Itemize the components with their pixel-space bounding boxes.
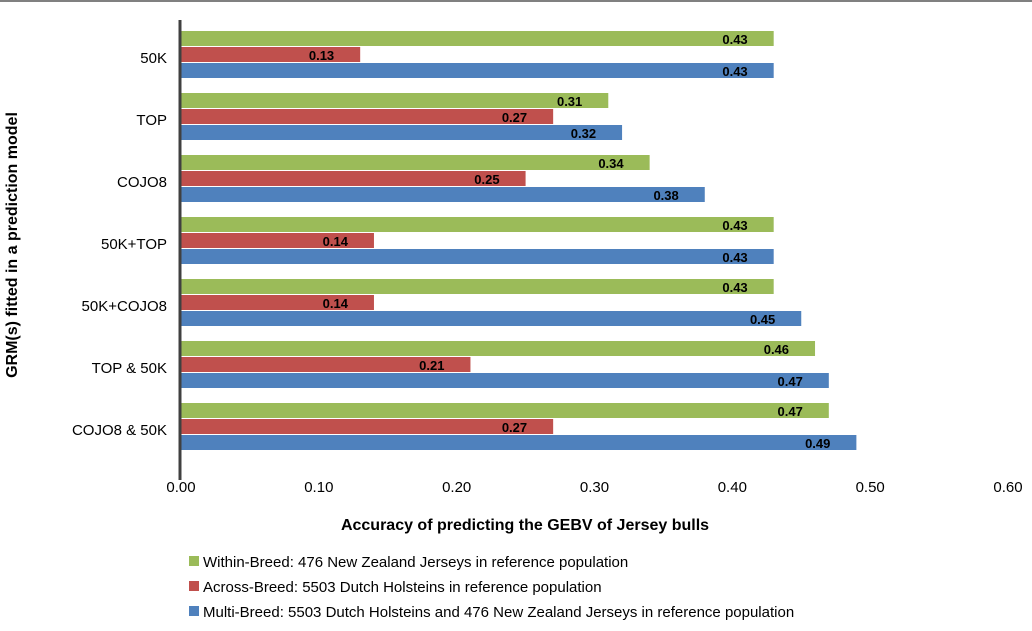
bar-within-breed <box>181 279 774 294</box>
bar-within-breed <box>181 155 650 170</box>
bar-multi-breed <box>181 187 705 202</box>
bar-within-breed <box>181 403 829 418</box>
data-label: 0.25 <box>474 172 499 187</box>
bar-across-breed <box>181 357 471 372</box>
data-label: 0.13 <box>309 48 334 63</box>
x-tick-label: 0.30 <box>580 479 609 496</box>
x-tick-label: 0.00 <box>166 479 195 496</box>
data-label: 0.38 <box>653 188 678 203</box>
data-label: 0.43 <box>722 250 747 265</box>
legend: Within-Breed: 476 New Zealand Jerseys in… <box>189 554 794 621</box>
data-label: 0.46 <box>764 342 789 357</box>
x-axis-title: Accuracy of predicting the GEBV of Jerse… <box>341 517 709 534</box>
bar-across-breed <box>181 295 374 310</box>
data-label: 0.21 <box>419 358 444 373</box>
data-label: 0.47 <box>778 404 803 419</box>
legend-swatch <box>189 556 199 566</box>
x-tick-label: 0.40 <box>718 479 747 496</box>
legend-swatch <box>189 581 199 591</box>
category-labels: 50K TOP COJO8 50K+TOP 50K+COJO8 TOP & 50K COJO… <box>72 50 167 439</box>
data-label: 0.45 <box>750 312 775 327</box>
data-label: 0.14 <box>323 296 349 311</box>
x-tick-label: 0.50 <box>856 479 885 496</box>
bar-across-breed <box>181 109 554 124</box>
data-label: 0.43 <box>722 218 747 233</box>
category-label: TOP <box>136 112 167 129</box>
data-label: 0.43 <box>722 280 747 295</box>
data-label: 0.27 <box>502 110 527 125</box>
bar-across-breed <box>181 233 374 248</box>
bar-multi-breed <box>181 373 829 388</box>
bar-within-breed <box>181 93 609 108</box>
bar-across-breed <box>181 47 361 62</box>
category-label: 50K+COJO8 <box>82 298 167 315</box>
bar-within-breed <box>181 217 774 232</box>
x-tick-labels: 0.00 0.10 0.20 0.30 0.40 0.50 0.60 <box>166 479 1022 496</box>
category-label: COJO8 & 50K <box>72 422 167 439</box>
x-tick-label: 0.60 <box>993 479 1022 496</box>
bar-multi-breed <box>181 311 802 326</box>
data-label: 0.49 <box>805 436 830 451</box>
bar-across-breed <box>181 171 526 186</box>
data-label: 0.43 <box>722 64 747 79</box>
x-tick-label: 0.20 <box>442 479 471 496</box>
category-label: 50K+TOP <box>101 236 167 253</box>
data-label: 0.14 <box>323 234 349 249</box>
bar-multi-breed <box>181 63 774 78</box>
data-label: 0.47 <box>778 374 803 389</box>
legend-label: Multi-Breed: 5503 Dutch Holsteins and 47… <box>203 604 794 621</box>
category-label: COJO8 <box>117 174 167 191</box>
legend-label: Across-Breed: 5503 Dutch Holsteins in re… <box>203 579 602 596</box>
bar-multi-breed <box>181 435 857 450</box>
bars-group: 0.43 0.13 0.43 0.31 0.27 0.320.34 0.25 0.38 0.43… <box>181 31 857 451</box>
x-tick-label: 0.10 <box>304 479 333 496</box>
category-label: TOP & 50K <box>92 360 167 377</box>
data-label: 0.31 <box>557 94 582 109</box>
bar-across-breed <box>181 419 554 434</box>
data-label: 0.34 <box>598 156 624 171</box>
bar-within-breed <box>181 341 816 356</box>
bar-multi-breed <box>181 249 774 264</box>
y-axis-title: GRM(s) fitted in a prediction model <box>4 112 21 378</box>
data-label: 0.32 <box>571 126 596 141</box>
bar-within-breed <box>181 31 774 46</box>
bar-multi-breed <box>181 125 623 140</box>
data-label: 0.27 <box>502 420 527 435</box>
legend-label: Within-Breed: 476 New Zealand Jerseys in… <box>203 554 628 571</box>
legend-swatch <box>189 606 199 616</box>
category-label: 50K <box>140 50 167 67</box>
data-label: 0.43 <box>722 32 747 47</box>
